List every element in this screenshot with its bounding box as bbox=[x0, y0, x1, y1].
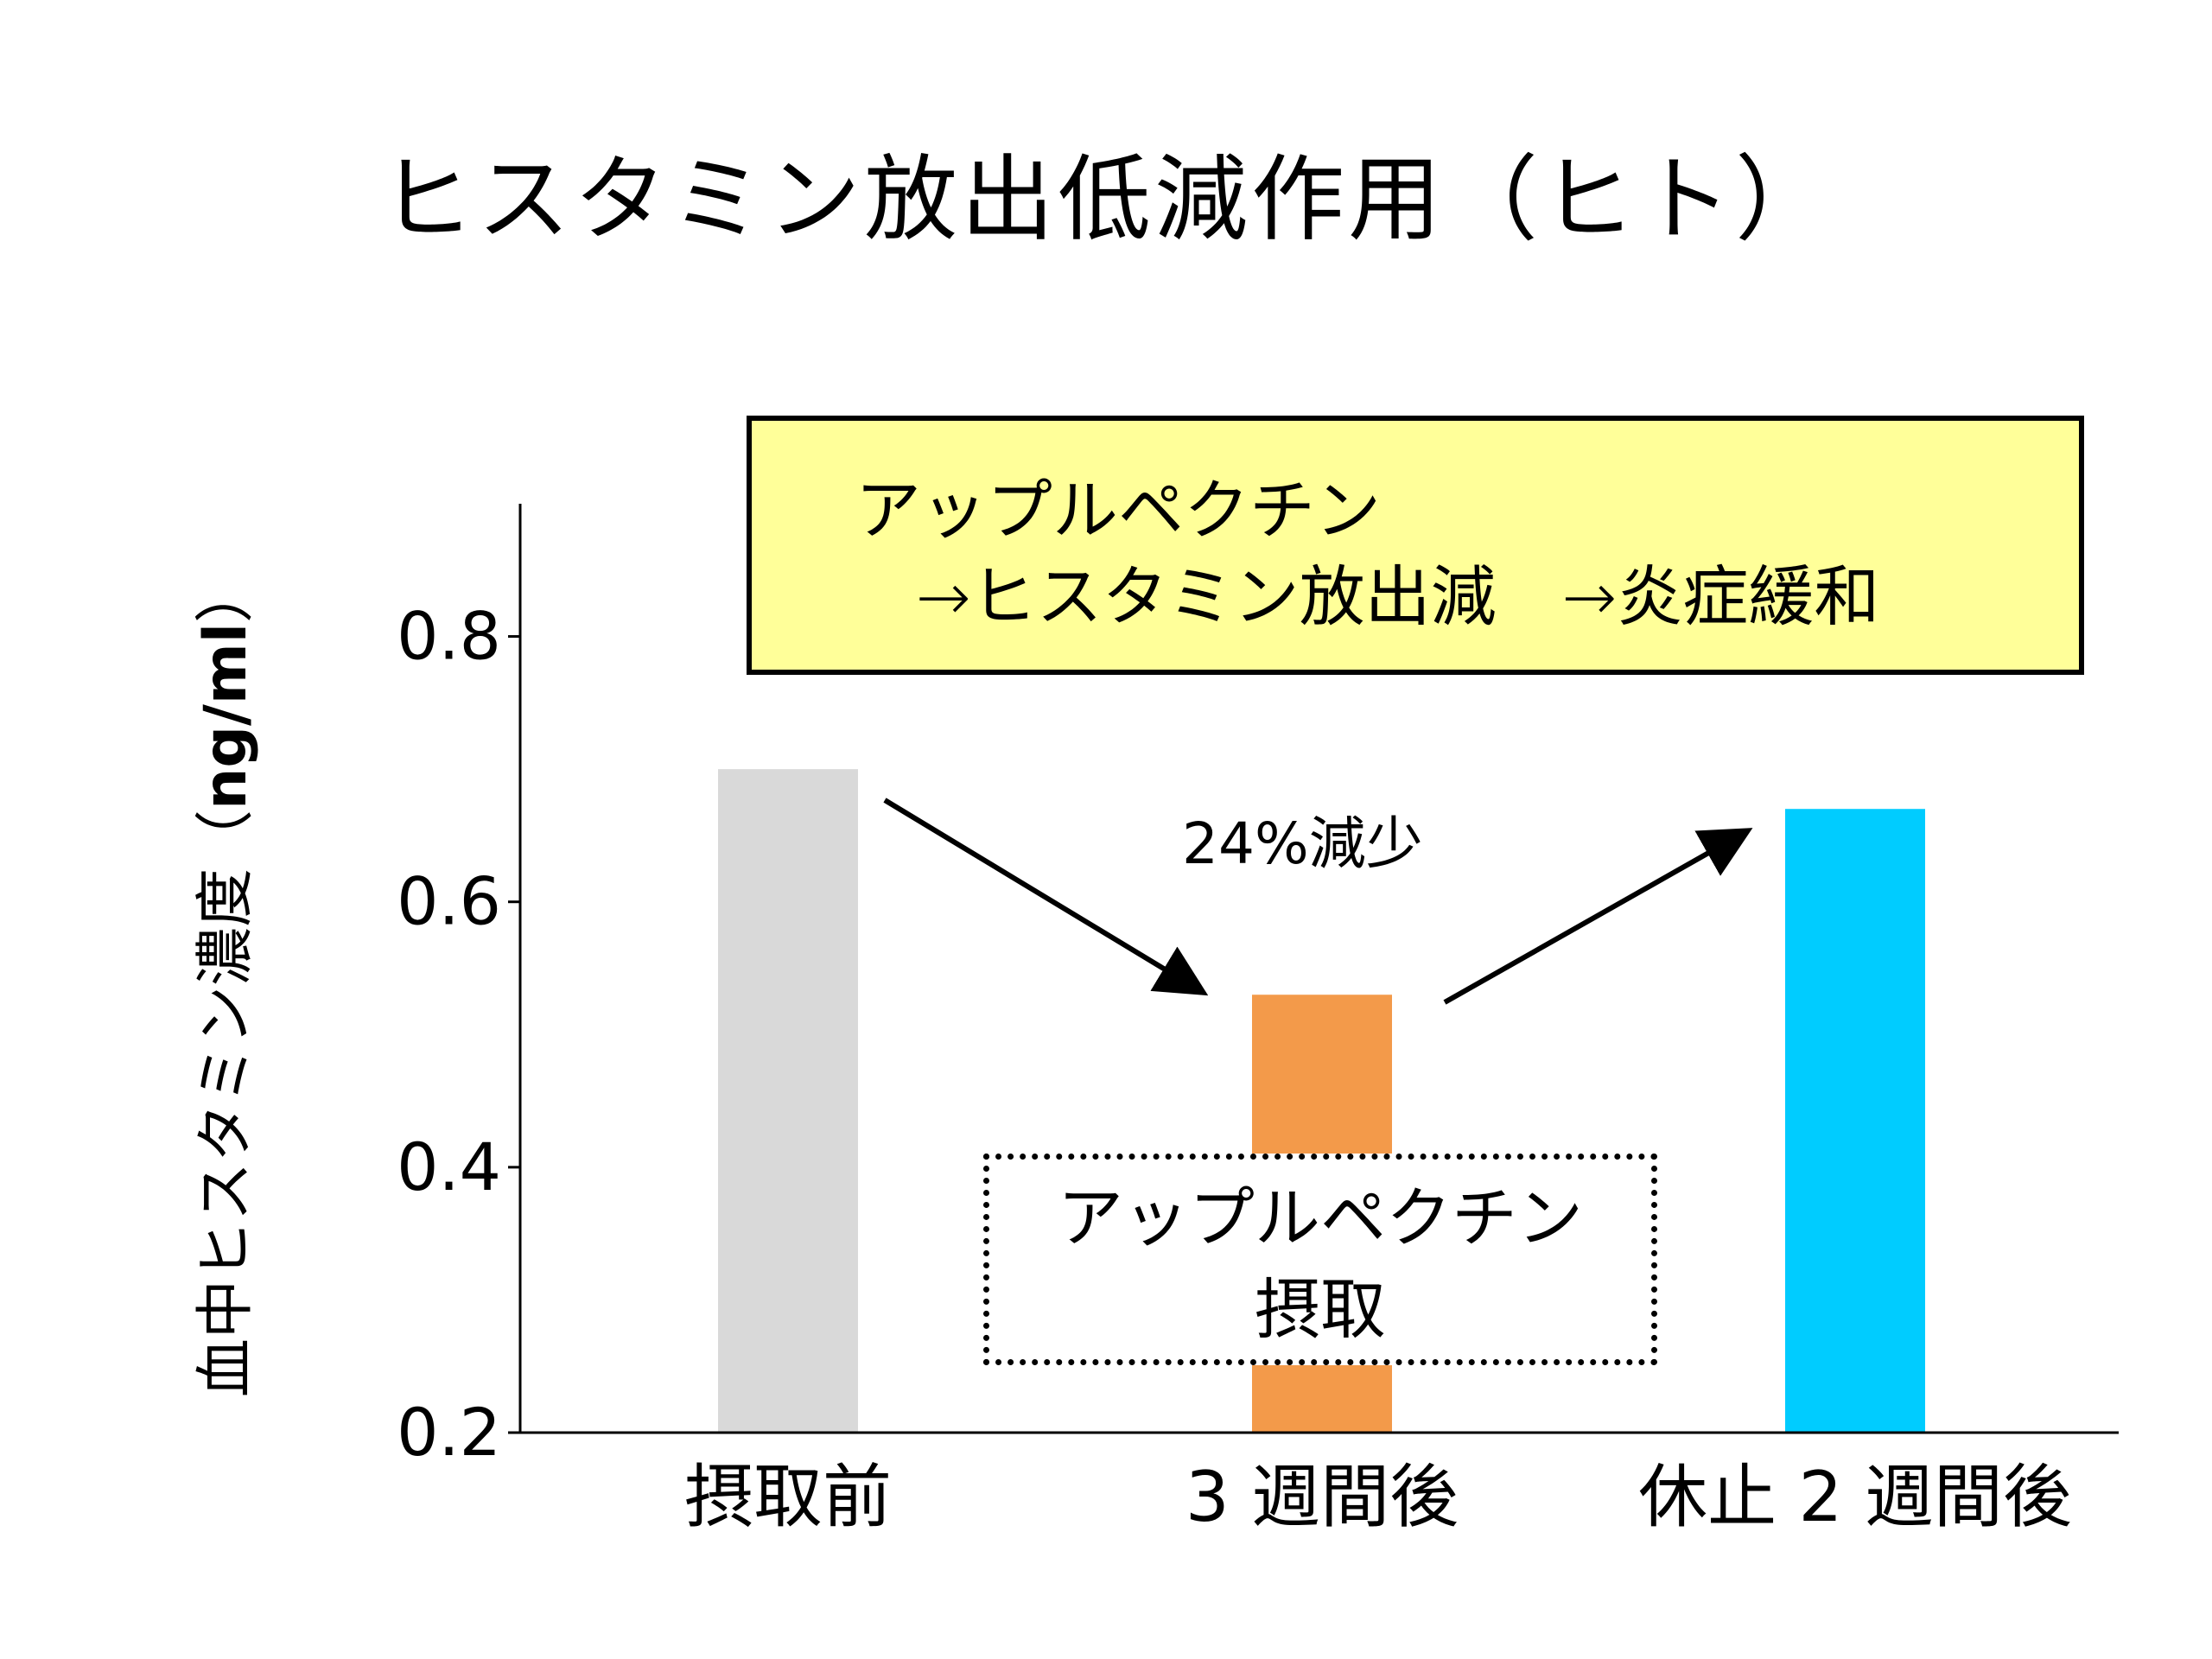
x-tick-label: 3 週間後 bbox=[1185, 1457, 1459, 1537]
intake-box-line1: アップルペクチン bbox=[1058, 1179, 1583, 1256]
y-tick-label: 0.2 bbox=[397, 1394, 501, 1471]
decrease-arrow bbox=[883, 798, 1209, 996]
decrease-annotation: 24%減少 bbox=[1182, 810, 1423, 877]
recovery-arrow bbox=[1443, 828, 1753, 1005]
y-tick-label: 0.6 bbox=[397, 863, 501, 940]
bar-3 bbox=[1785, 809, 1925, 1433]
bar-1 bbox=[718, 769, 858, 1433]
intake-box-line2: 摂取 bbox=[1255, 1271, 1386, 1348]
chart-title: ヒスタミン放出低減作用（ヒト） bbox=[380, 146, 1833, 254]
x-tick-label: 摂取前 bbox=[684, 1457, 892, 1537]
y-tick-label: 0.4 bbox=[397, 1128, 501, 1205]
intake-period-box: アップルペクチン 摂取 bbox=[983, 1154, 1657, 1365]
info-box-line2: →ヒスタミン放出減 →炎症緩和 bbox=[916, 558, 1880, 635]
info-box: アップルペクチン →ヒスタミン放出減 →炎症緩和 bbox=[747, 416, 2084, 675]
y-tick-label: 0.8 bbox=[397, 598, 501, 675]
x-tick-label: 休止 2 週間後 bbox=[1638, 1457, 2072, 1537]
info-box-line1: アップルペクチン bbox=[855, 472, 1381, 549]
